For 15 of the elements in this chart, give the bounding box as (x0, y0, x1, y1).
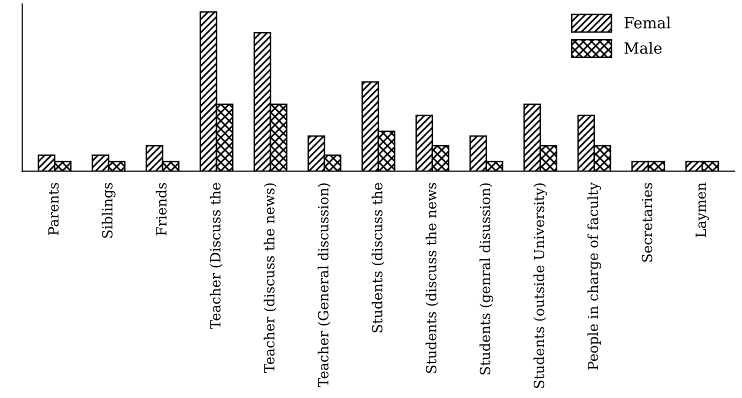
x-tick-label: Secretaries (642, 182, 652, 262)
legend-label: Femal (624, 16, 671, 29)
x-tick-label: Teacher (General discussion) (318, 183, 330, 388)
x-tick-label: Friends (156, 182, 167, 236)
x-tick-label: Students (genral disussion) (480, 183, 494, 374)
x-tick-label: Teacher (Discuss the (210, 182, 223, 330)
x-tick-label: Teacher (discuss the news) (264, 183, 276, 373)
x-tick-label: Laymen (696, 182, 709, 238)
x-tick-label: Parents (48, 182, 59, 235)
legend-label: Male (624, 42, 662, 54)
x-tick-label: Students (discuss the (372, 182, 384, 332)
x-tick-label: Students (outside University) (533, 183, 548, 388)
x-tick-label: Students (discuss the news (426, 182, 438, 373)
x-tick-label: People in charge of faculty (587, 182, 602, 370)
x-tick-label: Siblings (102, 182, 116, 238)
